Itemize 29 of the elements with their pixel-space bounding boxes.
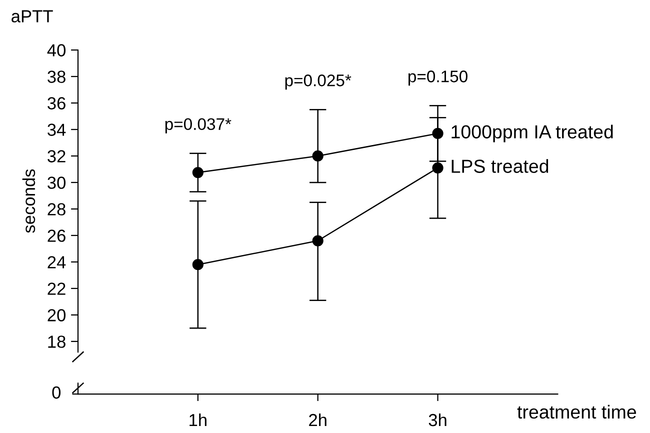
y-tick-label: 18 [48,336,66,348]
point [192,166,204,178]
annotation: p=0.025* [285,74,352,90]
y-tick-label: 32 [48,150,66,162]
x-tick-label: 2h [309,413,326,426]
point [432,162,444,174]
y-tick-label: 30 [48,176,66,189]
x-tick-label: 3h [428,413,446,426]
y-tick-label: 28 [48,203,66,216]
y-tick-label: 36 [48,97,66,110]
chart-title: aPTT [12,10,53,22]
series-label: LPS treated [452,159,548,173]
y-tick-label: 34 [48,124,66,136]
x-axis-title: treatment time [517,404,636,419]
y-tick-label: 38 [48,70,66,83]
y-tick-label: 20 [48,309,66,322]
y-tick-label: 40 [47,44,66,56]
x-tick-label: 1h [190,413,206,426]
annotation: p=0.037* [165,118,232,134]
annotation: p=0.150 [408,70,468,86]
point [312,150,324,162]
y-axis-title: seconds [22,169,36,233]
text: 0 [52,386,61,399]
y-tick-label: 22 [48,282,66,295]
series-label: 1000ppm IA treated [452,124,613,142]
y-tick-label: 26 [48,230,66,242]
y-tick-label: 24 [48,256,66,268]
point [192,259,204,270]
point [312,235,324,246]
